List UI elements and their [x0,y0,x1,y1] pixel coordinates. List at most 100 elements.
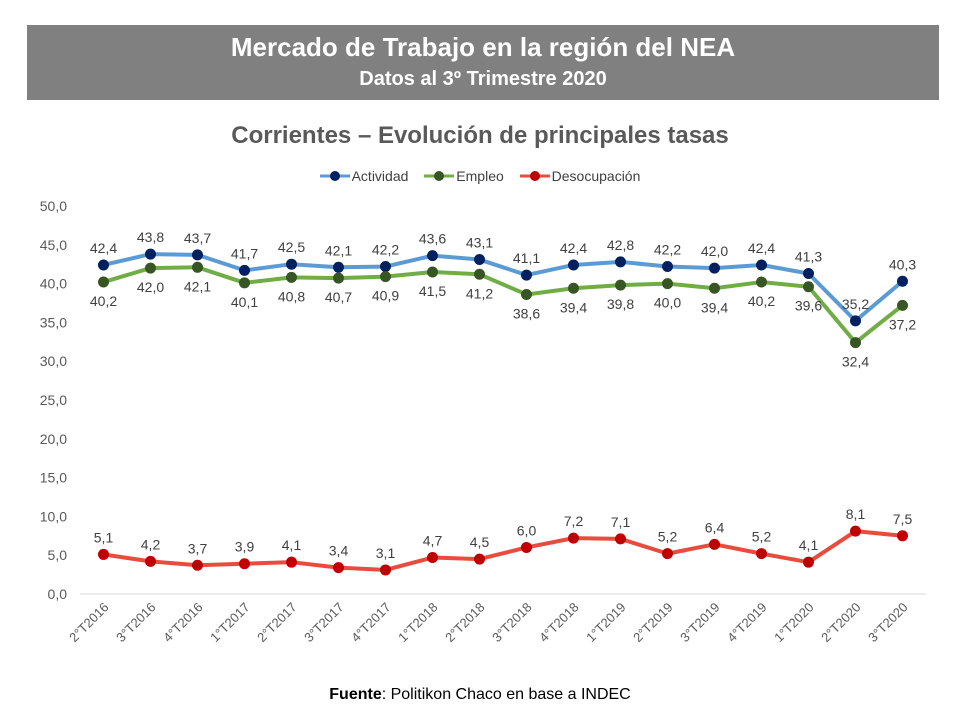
data-point-empleo [568,282,579,294]
x-tick-label: 1°T2019 [583,600,628,645]
data-label-desocupacion: 5,2 [752,529,772,545]
data-point-actividad [521,269,532,281]
data-point-empleo [380,271,391,283]
x-tick-label: 4°T2018 [536,600,581,645]
x-tick-label: 1°T2018 [395,600,440,645]
banner-subtitle: Datos al 3º Trimestre 2020 [359,68,607,90]
data-label-empleo: 32,4 [842,354,869,370]
data-point-empleo [474,268,485,280]
x-tick-label: 1°T2017 [207,600,252,645]
data-label-desocupacion: 5,1 [94,529,114,545]
data-label-desocupacion: 4,1 [282,537,302,553]
data-label-actividad: 42,2 [372,242,399,258]
data-label-actividad: 40,3 [889,256,916,272]
data-point-empleo [709,282,720,294]
data-point-empleo [850,337,861,349]
x-tick-label: 4°T2016 [160,600,205,645]
data-point-actividad [662,261,673,273]
data-point-desocupacion [709,538,720,550]
data-point-actividad [615,256,626,268]
y-tick-label: 45,0 [40,237,67,253]
chart-legend: Actividad Empleo Desocupación [0,168,960,185]
data-label-empleo: 40,8 [278,288,305,304]
data-label-actividad: 41,7 [231,245,258,261]
data-point-desocupacion [897,530,908,542]
data-point-desocupacion [333,562,344,574]
legend-item-empleo: Empleo [424,168,504,184]
data-point-empleo [145,262,156,274]
data-label-desocupacion: 7,2 [564,513,584,529]
data-label-actividad: 42,1 [325,242,352,258]
title-banner: Mercado de Trabajo en la región del NEA … [27,25,939,100]
y-tick-label: 35,0 [40,314,67,330]
data-point-actividad [98,259,109,271]
data-point-actividad [380,261,391,273]
y-tick-label: 0,0 [48,586,68,602]
data-label-desocupacion: 8,1 [846,506,866,522]
data-label-actividad: 41,3 [795,249,822,265]
data-label-empleo: 40,0 [654,295,681,311]
data-label-actividad: 43,6 [419,231,446,247]
data-point-desocupacion [756,548,767,560]
data-point-actividad [568,259,579,271]
data-point-desocupacion [192,559,203,571]
data-label-desocupacion: 4,7 [423,533,443,549]
data-point-empleo [239,277,250,289]
data-label-empleo: 42,1 [184,278,211,294]
data-point-actividad [192,249,203,261]
data-label-empleo: 39,4 [560,299,587,315]
data-point-actividad [850,315,861,327]
data-label-empleo: 40,7 [325,289,352,305]
data-label-desocupacion: 3,4 [329,543,349,559]
series-line-desocupacion [101,529,905,572]
data-point-empleo [333,272,344,284]
data-point-actividad [897,275,908,287]
data-point-empleo [897,299,908,311]
data-point-empleo [803,281,814,293]
data-label-empleo: 41,5 [419,283,446,299]
y-tick-label: 20,0 [40,431,67,447]
legend-item-desocupacion: Desocupación [519,168,641,184]
data-point-empleo [427,266,438,278]
data-label-actividad: 42,2 [654,242,681,258]
data-label-actividad: 42,5 [278,239,305,255]
data-point-empleo [615,279,626,291]
legend-label-desocupacion: Desocupación [551,168,641,184]
data-label-desocupacion: 7,5 [893,511,913,527]
data-label-empleo: 40,2 [90,293,117,309]
data-point-actividad [709,262,720,274]
data-point-empleo [521,288,532,300]
data-label-empleo: 39,4 [701,299,728,315]
source-note: Fuente: Politikon Chaco en base a INDEC [0,686,960,704]
data-label-empleo: 39,6 [795,298,822,314]
x-tick-label: 4°T2019 [724,600,769,645]
data-point-desocupacion [521,541,532,553]
data-point-desocupacion [474,553,485,565]
data-point-desocupacion [803,556,814,568]
data-point-desocupacion [850,525,861,537]
x-tick-label: 2°T2017 [254,600,299,645]
data-point-actividad [803,268,814,280]
data-point-desocupacion [568,532,579,544]
data-label-actividad: 43,1 [466,235,493,251]
data-label-empleo: 41,2 [466,285,493,301]
y-tick-label: 30,0 [40,353,67,369]
data-label-desocupacion: 4,1 [799,537,819,553]
legend-swatch-empleo [424,171,455,181]
data-label-actividad: 42,4 [560,240,587,256]
source-text: : Politikon Chaco en base a INDEC [381,686,631,703]
x-tick-label: 2°T2016 [66,600,111,645]
data-label-actividad: 43,8 [137,229,164,245]
data-label-empleo: 42,0 [137,279,164,295]
data-label-desocupacion: 4,2 [141,536,161,552]
data-point-desocupacion [427,552,438,564]
data-label-desocupacion: 3,7 [188,540,208,556]
data-point-empleo [662,278,673,290]
data-label-desocupacion: 6,0 [517,522,537,538]
y-tick-label: 10,0 [40,508,67,524]
data-point-empleo [192,261,203,273]
chart-title: Corrientes – Evolución de principales ta… [231,122,729,149]
data-label-actividad: 43,7 [184,230,211,246]
x-tick-label: 2°T2019 [630,600,675,645]
